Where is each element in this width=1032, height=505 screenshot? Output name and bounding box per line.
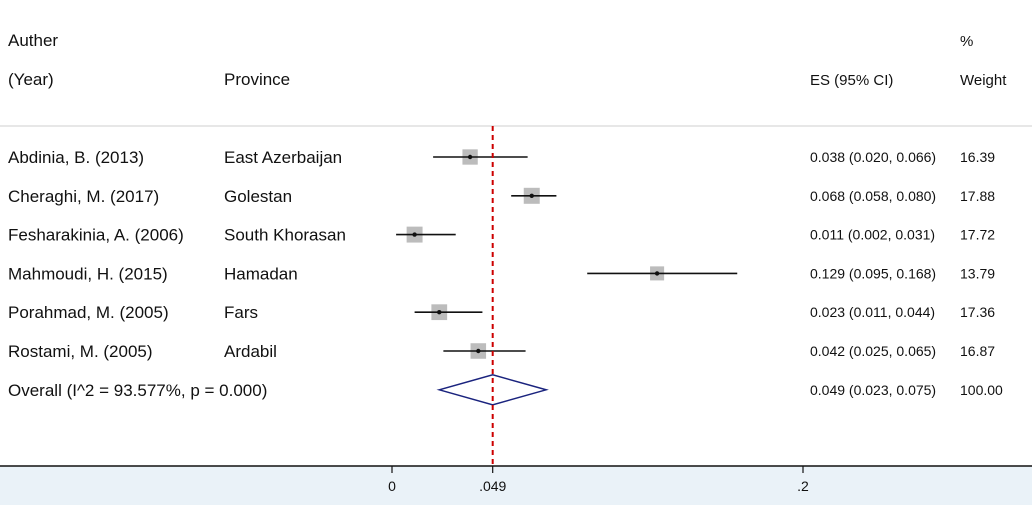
- study-province: Golestan: [224, 187, 292, 206]
- chart-marks: [396, 126, 738, 466]
- study-province: Fars: [224, 303, 258, 322]
- study-es-ci: 0.068 (0.058, 0.080): [810, 188, 936, 204]
- header-weight: Weight: [960, 72, 1007, 89]
- header-year: (Year): [8, 70, 54, 89]
- axis-band: [0, 466, 1032, 505]
- overall-es-ci: 0.049 (0.023, 0.075): [810, 382, 936, 398]
- point-estimate: [437, 310, 442, 315]
- point-estimate: [476, 348, 481, 354]
- point-estimate: [467, 154, 473, 160]
- study-province: South Khorasan: [224, 226, 346, 245]
- study-province: East Azerbaijan: [224, 148, 342, 167]
- study-author: Mahmoudi, H. (2015): [8, 264, 168, 283]
- study-es-ci: 0.023 (0.011, 0.044): [810, 304, 935, 320]
- study-weight: 13.79: [960, 265, 995, 281]
- point-estimate: [412, 232, 417, 237]
- study-weight: 17.88: [960, 188, 995, 204]
- study-author: Porahmad, M. (2005): [8, 303, 169, 322]
- study-weight: 16.87: [960, 343, 995, 359]
- point-estimate: [654, 271, 660, 276]
- study-author: Rostami, M. (2005): [8, 342, 153, 361]
- study-weight: 17.72: [960, 227, 995, 243]
- header-author: Auther: [8, 31, 58, 50]
- overall-label: Overall (I^2 = 93.577%, p = 0.000): [8, 381, 267, 400]
- x-tick-label: 0: [388, 478, 396, 494]
- overall-weight: 100.00: [960, 382, 1003, 398]
- study-province: Ardabil: [224, 342, 277, 361]
- study-author: Abdinia, B. (2013): [8, 148, 144, 167]
- study-weight: 17.36: [960, 304, 995, 320]
- study-es-ci: 0.038 (0.020, 0.066): [810, 149, 936, 165]
- point-estimate: [529, 193, 534, 198]
- study-es-ci: 0.011 (0.002, 0.031): [810, 227, 935, 243]
- study-es-ci: 0.042 (0.025, 0.065): [810, 343, 936, 359]
- overall-diamond: [436, 374, 549, 406]
- x-axis: 0 .049 .2: [388, 466, 809, 494]
- x-tick-label: .049: [479, 478, 506, 494]
- study-province: Hamadan: [224, 264, 298, 283]
- study-weight: 16.39: [960, 149, 995, 165]
- study-author: Fesharakinia, A. (2006): [8, 226, 184, 245]
- study-author: Cheraghi, M. (2017): [8, 187, 159, 206]
- study-es-ci: 0.129 (0.095, 0.168): [810, 265, 936, 281]
- study-rows: Abdinia, B. (2013) East Azerbaijan 0.038 (…: [8, 148, 1003, 400]
- header-province: Province: [224, 70, 290, 89]
- x-tick-label: .2: [797, 478, 809, 494]
- header-weight-percent: %: [960, 33, 973, 50]
- header-es: ES (95% CI): [810, 72, 893, 89]
